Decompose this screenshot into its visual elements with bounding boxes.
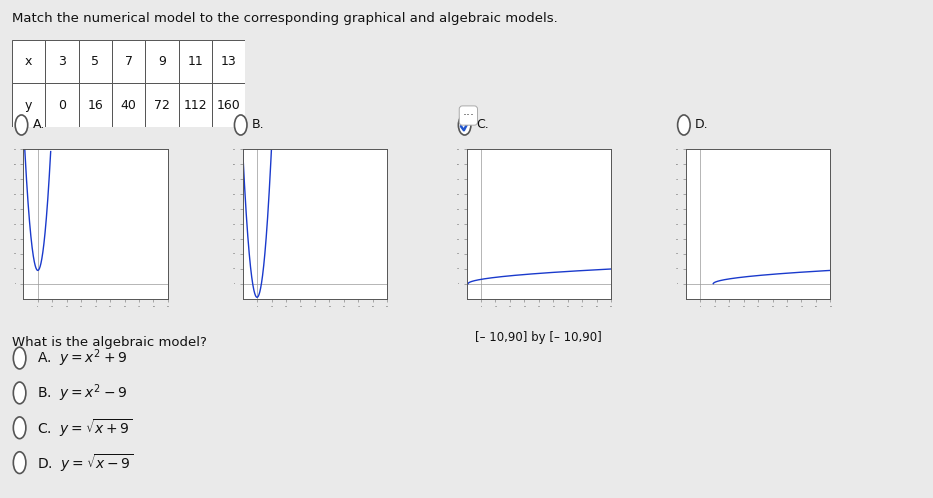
Text: C.  $y=\sqrt{x+9}$: C. $y=\sqrt{x+9}$	[37, 417, 132, 439]
Text: C.: C.	[476, 119, 489, 131]
Text: B.  $y=x^2-9$: B. $y=x^2-9$	[37, 382, 128, 404]
FancyBboxPatch shape	[179, 83, 212, 127]
Text: 3: 3	[58, 55, 66, 68]
Text: 9: 9	[158, 55, 166, 68]
Text: x: x	[25, 55, 33, 68]
Circle shape	[13, 347, 26, 369]
Text: D.: D.	[695, 119, 709, 131]
Circle shape	[13, 417, 26, 439]
Text: 112: 112	[184, 99, 207, 112]
Text: What is the algebraic model?: What is the algebraic model?	[12, 336, 207, 349]
Text: A.: A.	[33, 119, 45, 131]
Text: 0: 0	[58, 99, 66, 112]
Text: 13: 13	[221, 55, 237, 68]
Text: 7: 7	[125, 55, 132, 68]
Text: y: y	[25, 99, 33, 112]
Circle shape	[13, 452, 26, 474]
FancyBboxPatch shape	[212, 40, 245, 83]
Circle shape	[13, 382, 26, 404]
FancyBboxPatch shape	[12, 40, 46, 83]
FancyBboxPatch shape	[179, 40, 212, 83]
Text: D.  $y=\sqrt{x-9}$: D. $y=\sqrt{x-9}$	[37, 452, 133, 474]
FancyBboxPatch shape	[46, 40, 78, 83]
Text: [– 10,90] by [– 10,90]: [– 10,90] by [– 10,90]	[476, 331, 602, 344]
Circle shape	[15, 115, 28, 135]
FancyBboxPatch shape	[112, 83, 146, 127]
FancyBboxPatch shape	[112, 40, 146, 83]
FancyBboxPatch shape	[146, 40, 179, 83]
FancyBboxPatch shape	[212, 83, 245, 127]
Circle shape	[458, 115, 471, 135]
Text: ···: ···	[463, 109, 474, 122]
Text: A.  $y=x^2+9$: A. $y=x^2+9$	[37, 347, 128, 369]
Text: 16: 16	[88, 99, 104, 112]
Text: 160: 160	[216, 99, 241, 112]
FancyBboxPatch shape	[46, 83, 78, 127]
Text: 40: 40	[120, 99, 137, 112]
Text: Match the numerical model to the corresponding graphical and algebraic models.: Match the numerical model to the corresp…	[12, 12, 558, 25]
Text: 5: 5	[91, 55, 100, 68]
FancyBboxPatch shape	[146, 83, 179, 127]
FancyBboxPatch shape	[12, 83, 46, 127]
FancyBboxPatch shape	[78, 40, 112, 83]
Circle shape	[234, 115, 247, 135]
Text: 11: 11	[188, 55, 203, 68]
FancyBboxPatch shape	[78, 83, 112, 127]
Text: 72: 72	[154, 99, 170, 112]
Text: B.: B.	[252, 119, 265, 131]
Circle shape	[677, 115, 690, 135]
